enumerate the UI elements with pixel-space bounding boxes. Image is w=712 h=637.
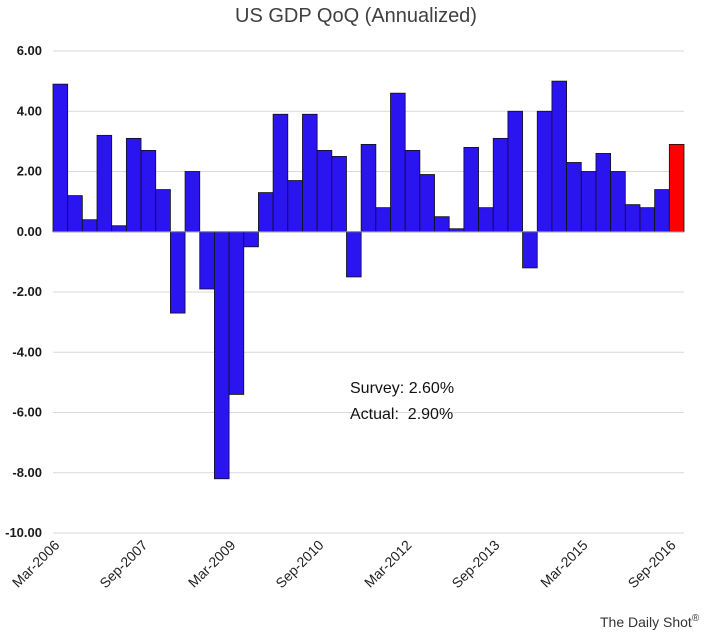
bar <box>316 150 333 233</box>
bar <box>566 162 582 233</box>
bar <box>111 225 127 233</box>
bar <box>536 110 553 233</box>
bar <box>551 80 568 233</box>
credit-mark: ® <box>692 613 700 624</box>
bar <box>419 174 435 233</box>
bar <box>375 207 391 233</box>
x-tick-label: Mar-2009 <box>185 537 239 591</box>
bar <box>214 231 230 480</box>
annotation-actual: Actual: 2.90% <box>350 406 453 423</box>
y-tick-label: 0.00 <box>17 224 42 239</box>
bar <box>390 92 406 233</box>
x-tick-label: Sep-2010 <box>272 537 326 591</box>
annotation-survey: Survey: 2.60% <box>350 380 454 397</box>
chart-title: US GDP QoQ (Annualized) <box>235 5 477 27</box>
bar <box>654 189 670 233</box>
bar <box>580 171 597 233</box>
bar <box>360 143 377 233</box>
bar <box>331 156 347 233</box>
bar <box>184 171 201 233</box>
y-tick-label: 4.00 <box>17 103 42 118</box>
y-tick-label: -2.00 <box>12 284 42 299</box>
bar-latest <box>668 143 685 233</box>
bar <box>507 110 523 233</box>
bar <box>346 231 362 278</box>
bar <box>478 207 494 233</box>
x-tick-label: Mar-2015 <box>537 537 591 591</box>
credit-text: The Daily Shot® <box>600 613 700 630</box>
x-tick-label: Sep-2016 <box>625 537 679 591</box>
bars <box>52 80 685 480</box>
bar <box>140 150 157 233</box>
bar <box>404 150 421 233</box>
y-tick-label: 2.00 <box>17 164 42 179</box>
y-tick-label: -6.00 <box>12 405 42 420</box>
bar <box>155 189 171 233</box>
bar <box>492 137 509 233</box>
x-tick-label: Sep-2013 <box>448 537 502 591</box>
y-tick-label: 6.00 <box>17 43 42 58</box>
bar <box>287 180 303 233</box>
y-tick-label: -4.00 <box>12 344 42 359</box>
x-tick-label: Mar-2006 <box>9 537 63 591</box>
x-axis-ticks: Mar-2006 Sep-2007 Mar-2009 Sep-2010 Mar-2012… <box>9 537 679 591</box>
bar <box>67 195 83 233</box>
x-tick-label: Sep-2007 <box>96 537 150 591</box>
bar <box>228 231 245 395</box>
bar <box>639 207 656 233</box>
bar <box>258 192 274 233</box>
bar <box>169 231 186 314</box>
bar <box>125 137 142 233</box>
bar <box>624 204 641 233</box>
bar <box>272 113 289 233</box>
y-tick-label: -10.00 <box>5 525 42 540</box>
y-tick-label: -8.00 <box>12 465 42 480</box>
bar <box>610 171 626 233</box>
bar <box>595 153 612 233</box>
bar <box>243 231 259 248</box>
bar <box>522 231 538 269</box>
bar <box>463 146 479 233</box>
y-axis-ticks: -10.00 -8.00 -6.00 -4.00 -2.00 0.00 2.00 4.00 6.… <box>5 43 42 540</box>
bar <box>96 134 113 233</box>
bar <box>434 216 450 233</box>
credit-name: The Daily Shot <box>600 614 692 630</box>
x-tick-label: Mar-2012 <box>361 537 415 591</box>
bar <box>81 219 98 233</box>
gridlines <box>53 50 684 534</box>
bar <box>199 231 215 290</box>
bar <box>302 113 318 233</box>
bar <box>52 83 69 233</box>
